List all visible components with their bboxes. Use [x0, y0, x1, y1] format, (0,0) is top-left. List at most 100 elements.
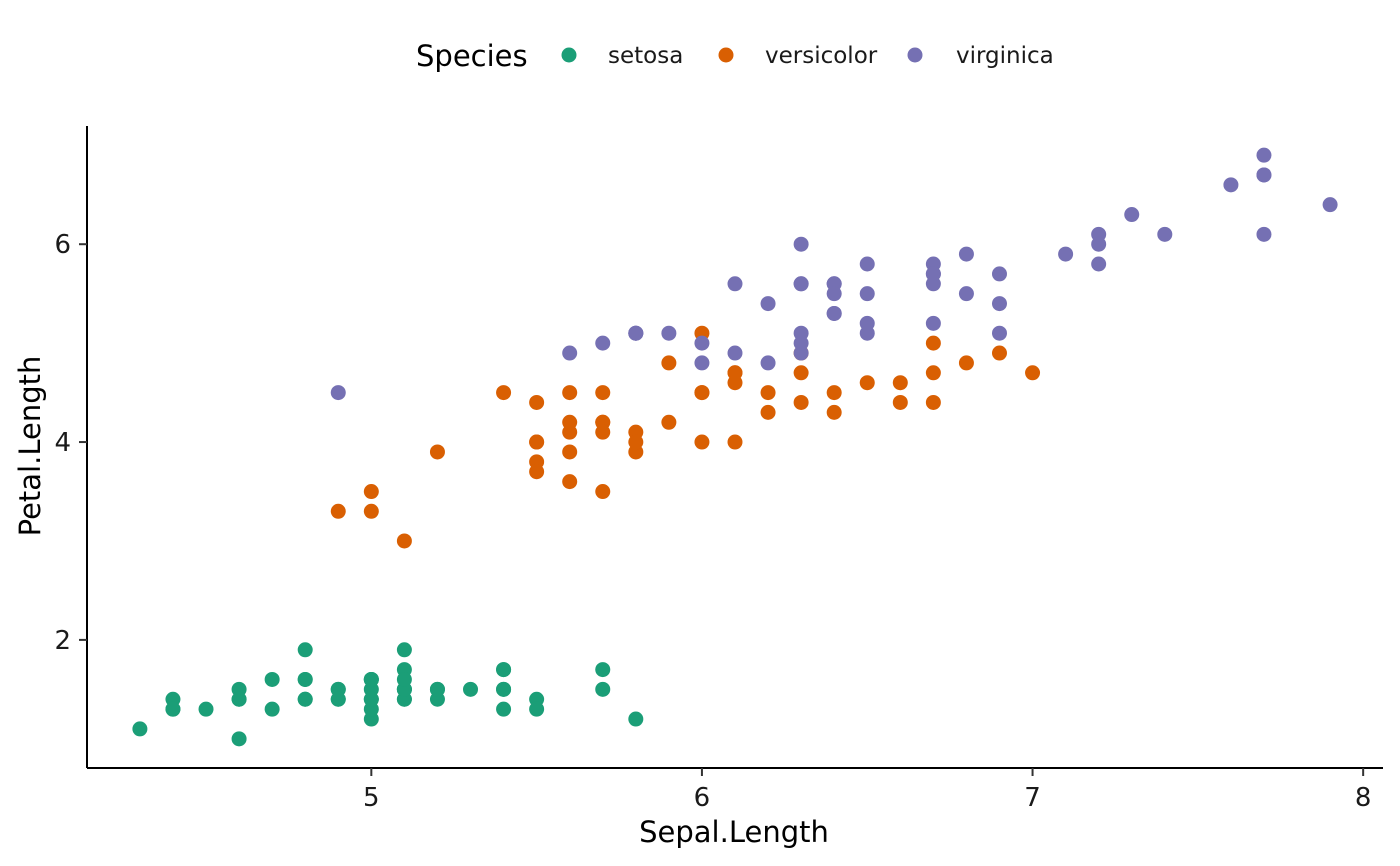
point-versicolor [595, 385, 611, 401]
point-setosa [231, 691, 247, 707]
point-virginica [562, 345, 578, 361]
point-versicolor [363, 503, 379, 519]
point-versicolor [363, 484, 379, 500]
point-setosa [496, 662, 512, 678]
point-versicolor [396, 533, 412, 549]
point-setosa [297, 671, 313, 687]
point-versicolor [892, 394, 908, 410]
point-setosa [198, 701, 214, 717]
point-virginica [727, 345, 743, 361]
point-virginica [1256, 167, 1272, 183]
y-axis-ticks: 2 4 6 [54, 230, 87, 656]
point-setosa [231, 731, 247, 747]
point-versicolor [826, 385, 842, 401]
point-versicolor [330, 503, 346, 519]
point-virginica [661, 325, 677, 341]
point-virginica [793, 236, 809, 252]
point-virginica [1091, 256, 1107, 272]
x-tick-label: 7 [1024, 783, 1041, 813]
legend-key-setosa [561, 47, 577, 63]
point-virginica [330, 385, 346, 401]
point-virginica [859, 315, 875, 331]
point-setosa [595, 662, 611, 678]
point-virginica [991, 296, 1007, 312]
point-setosa [297, 642, 313, 658]
x-tick-label: 8 [1355, 783, 1372, 813]
point-versicolor [562, 385, 578, 401]
point-setosa [264, 671, 280, 687]
y-tick-label: 4 [54, 428, 71, 458]
point-virginica [859, 286, 875, 302]
point-virginica [991, 325, 1007, 341]
point-virginica [826, 286, 842, 302]
x-tick-label: 6 [694, 783, 711, 813]
point-virginica [1256, 147, 1272, 163]
point-versicolor [925, 335, 941, 351]
point-versicolor [595, 484, 611, 500]
point-versicolor [529, 434, 545, 450]
point-virginica [1091, 236, 1107, 252]
point-versicolor [694, 434, 710, 450]
legend-key-virginica [907, 47, 923, 63]
point-virginica [1058, 246, 1074, 262]
point-virginica [958, 286, 974, 302]
point-setosa [363, 671, 379, 687]
point-versicolor [760, 385, 776, 401]
point-setosa [496, 681, 512, 697]
point-virginica [958, 246, 974, 262]
point-setosa [429, 681, 445, 697]
point-versicolor [496, 385, 512, 401]
x-axis-title: Sepal.Length [639, 815, 829, 849]
point-versicolor [429, 444, 445, 460]
point-virginica [1322, 197, 1338, 213]
point-versicolor [628, 434, 644, 450]
point-versicolor [694, 385, 710, 401]
point-versicolor [925, 394, 941, 410]
point-virginica [1223, 177, 1239, 193]
point-virginica [1157, 226, 1173, 242]
y-axis-title: Petal.Length [13, 356, 47, 537]
point-virginica [694, 335, 710, 351]
point-setosa [628, 711, 644, 727]
point-versicolor [958, 355, 974, 371]
point-virginica [793, 276, 809, 292]
point-setosa [396, 642, 412, 658]
point-versicolor [529, 394, 545, 410]
point-virginica [793, 335, 809, 351]
point-setosa [297, 691, 313, 707]
point-setosa [396, 671, 412, 687]
point-versicolor [892, 375, 908, 391]
point-setosa [165, 701, 181, 717]
point-virginica [727, 276, 743, 292]
point-setosa [363, 691, 379, 707]
series-virginica [330, 147, 1338, 401]
point-versicolor [826, 404, 842, 420]
point-versicolor [760, 404, 776, 420]
point-versicolor [661, 355, 677, 371]
legend-label-setosa: setosa [608, 43, 683, 69]
point-versicolor [925, 365, 941, 381]
point-virginica [925, 266, 941, 282]
point-versicolor [562, 414, 578, 430]
point-setosa [496, 701, 512, 717]
point-setosa [529, 701, 545, 717]
point-virginica [694, 355, 710, 371]
legend-label-versicolor: versicolor [765, 43, 878, 69]
point-virginica [1124, 207, 1140, 223]
point-versicolor [727, 375, 743, 391]
point-setosa [463, 681, 479, 697]
legend-label-virginica: virginica [956, 43, 1054, 69]
point-versicolor [991, 345, 1007, 361]
y-tick-label: 2 [54, 626, 71, 656]
point-versicolor [661, 414, 677, 430]
series-setosa [132, 642, 644, 747]
y-tick-label: 6 [54, 230, 71, 260]
legend-key-versicolor [718, 47, 734, 63]
point-virginica [859, 256, 875, 272]
x-tick-label: 5 [363, 783, 380, 813]
point-versicolor [859, 375, 875, 391]
point-setosa [132, 721, 148, 737]
legend: Species setosa versicolor virginica [416, 39, 1054, 73]
point-virginica [628, 325, 644, 341]
